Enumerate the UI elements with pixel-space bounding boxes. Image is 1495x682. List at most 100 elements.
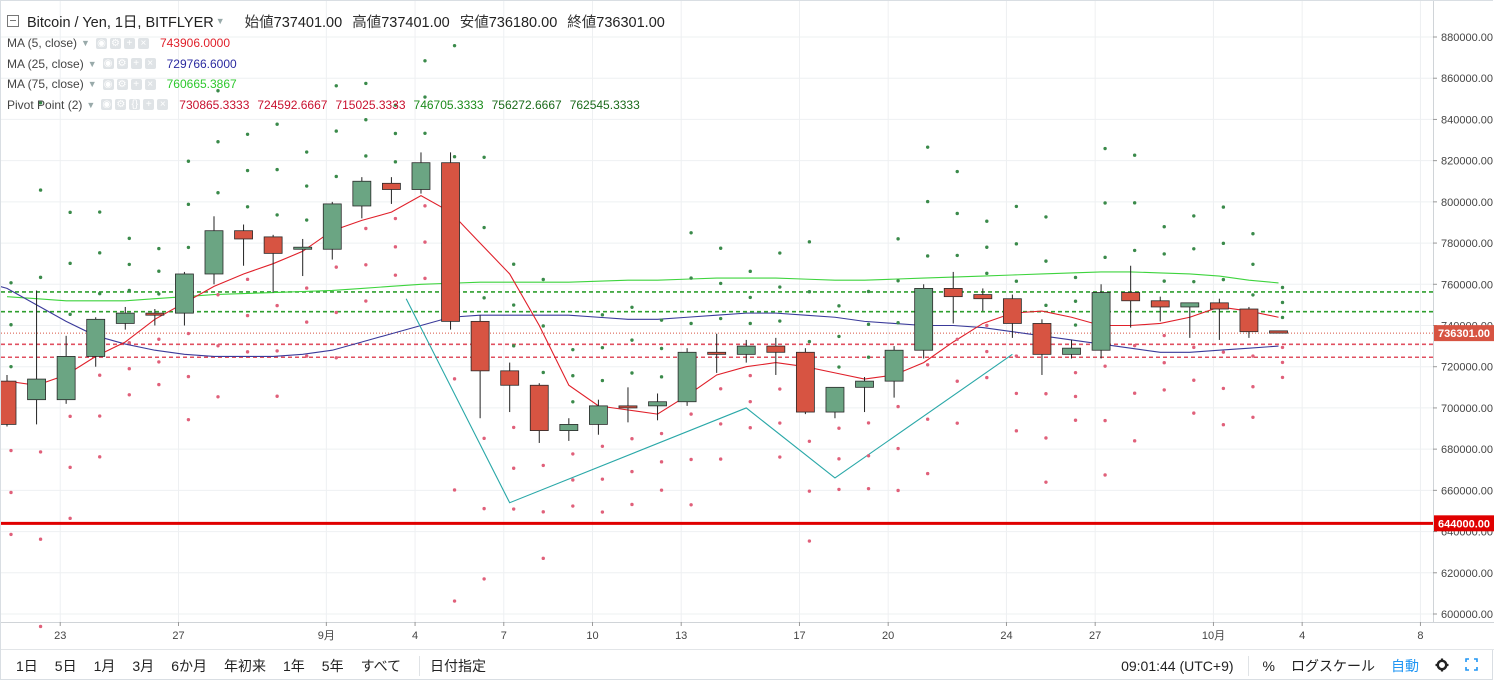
candle-up[interactable]: [56, 356, 76, 401]
indicator-name[interactable]: Pivot Point (2): [7, 97, 83, 112]
pivot-support-dot: [896, 446, 900, 451]
chevron-down-icon[interactable]: ▼: [86, 99, 96, 110]
candle-up[interactable]: [589, 405, 608, 425]
indicator-name[interactable]: MA (5, close): [7, 36, 78, 51]
range-button[interactable]: 5日: [54, 658, 77, 674]
candle-down[interactable]: [795, 351, 815, 413]
candle-down[interactable]: [145, 312, 165, 316]
range-button[interactable]: 1日: [16, 658, 38, 674]
candle-up[interactable]: [322, 203, 342, 250]
close-icon[interactable]: ×: [137, 37, 149, 49]
percent-toggle[interactable]: %: [1262, 658, 1275, 674]
range-button[interactable]: 3月: [132, 658, 155, 674]
candle-up[interactable]: [825, 386, 845, 413]
date-range-button[interactable]: 日付指定: [430, 658, 487, 674]
ohlc-value: 736180.00: [488, 14, 558, 31]
settings-icon[interactable]: ⚙: [115, 99, 127, 111]
eye-icon[interactable]: ◉: [101, 99, 113, 111]
eye-icon[interactable]: ◉: [95, 37, 107, 49]
braces-icon[interactable]: {}: [129, 99, 141, 111]
candle-down[interactable]: [500, 370, 520, 386]
candle-up[interactable]: [115, 312, 135, 324]
candle-up[interactable]: [559, 424, 579, 431]
candle-up[interactable]: [352, 180, 372, 207]
candle-down[interactable]: [1209, 302, 1229, 310]
candle-up[interactable]: [204, 230, 224, 275]
candle-down[interactable]: [1002, 298, 1022, 324]
candle-down[interactable]: [441, 162, 460, 322]
pivot-support-dot: [98, 455, 102, 459]
fullscreen-icon[interactable]: [1465, 658, 1478, 674]
range-button[interactable]: 5年: [321, 658, 344, 674]
clock-readout[interactable]: 09:01:44 (UTC+9): [1121, 658, 1234, 674]
candle-down[interactable]: [529, 384, 549, 431]
gear-icon[interactable]: [1435, 658, 1449, 675]
candle-up[interactable]: [855, 380, 874, 388]
candle-up[interactable]: [293, 246, 313, 250]
pivot-support-dot: [216, 395, 220, 399]
candle-down[interactable]: [382, 182, 401, 190]
chevron-down-icon[interactable]: ▼: [87, 58, 97, 69]
candle-up[interactable]: [1180, 302, 1200, 308]
range-button[interactable]: 年初来: [223, 658, 266, 674]
candle-down[interactable]: [1269, 330, 1288, 334]
range-button[interactable]: 1月: [93, 658, 116, 674]
indicator-name[interactable]: MA (75, close): [7, 77, 84, 92]
collapse-icon[interactable]: [7, 15, 19, 27]
candle-down[interactable]: [973, 294, 993, 300]
candle-down[interactable]: [943, 288, 963, 298]
eye-icon[interactable]: ◉: [102, 58, 114, 70]
close-icon[interactable]: ×: [157, 99, 169, 111]
settings-icon[interactable]: ⚙: [116, 58, 128, 70]
candle-down[interactable]: [1121, 292, 1141, 302]
candle-up[interactable]: [648, 401, 667, 407]
candle-down[interactable]: [618, 405, 638, 409]
close-icon[interactable]: ×: [144, 58, 156, 70]
add-icon[interactable]: +: [123, 37, 135, 49]
candle-down[interactable]: [1, 380, 17, 425]
chevron-down-icon[interactable]: ▼: [215, 16, 225, 26]
auto-scale-toggle[interactable]: 自動: [1391, 658, 1419, 674]
candle-down[interactable]: [766, 345, 786, 353]
candle-up[interactable]: [677, 351, 697, 403]
pivot-support-dot: [1162, 388, 1166, 392]
settings-icon[interactable]: ⚙: [116, 78, 128, 90]
eye-icon[interactable]: ◉: [102, 78, 114, 90]
add-icon[interactable]: +: [143, 99, 155, 111]
candle-up[interactable]: [411, 162, 431, 190]
chevron-down-icon[interactable]: ▼: [81, 38, 90, 49]
log-scale-toggle[interactable]: ログスケール: [1291, 658, 1375, 674]
candle-down[interactable]: [1239, 308, 1259, 333]
candle-up[interactable]: [914, 288, 934, 351]
chart-canvas[interactable]: 600000.00620000.00640000.00660000.006800…: [1, 1, 1494, 649]
pivot-resistance-dot: [9, 281, 13, 285]
candle-down[interactable]: [1032, 323, 1052, 355]
candle-up[interactable]: [1091, 292, 1111, 351]
pivot-support-dot: [748, 399, 752, 404]
candle-up[interactable]: [884, 349, 904, 382]
price-axis[interactable]: [1433, 1, 1494, 649]
pivot-resistance-dot: [1280, 285, 1285, 290]
range-button[interactable]: 1年: [282, 658, 305, 674]
candle-up[interactable]: [736, 345, 756, 355]
pivot-support-dot: [1192, 411, 1196, 415]
candle-up[interactable]: [86, 318, 106, 357]
chevron-down-icon[interactable]: ▼: [87, 79, 97, 90]
candle-down[interactable]: [470, 320, 490, 372]
candle-up[interactable]: [27, 378, 46, 401]
settings-icon[interactable]: ⚙: [109, 37, 121, 49]
pivot-resistance-dot: [985, 219, 989, 223]
add-icon[interactable]: +: [130, 58, 142, 70]
indicator-name[interactable]: MA (25, close): [7, 56, 84, 71]
candle-down[interactable]: [263, 236, 283, 254]
range-button[interactable]: すべて: [360, 658, 402, 674]
candle-down[interactable]: [1150, 300, 1170, 308]
candle-down[interactable]: [234, 230, 253, 240]
symbol-title[interactable]: Bitcoin / Yen, 1日, BITFLYER: [27, 14, 214, 31]
range-button[interactable]: 6か月: [171, 658, 207, 674]
add-icon[interactable]: +: [130, 78, 142, 90]
candle-up[interactable]: [175, 273, 194, 314]
close-icon[interactable]: ×: [144, 78, 156, 90]
candle-down[interactable]: [707, 351, 727, 355]
candle-up[interactable]: [1062, 347, 1081, 355]
